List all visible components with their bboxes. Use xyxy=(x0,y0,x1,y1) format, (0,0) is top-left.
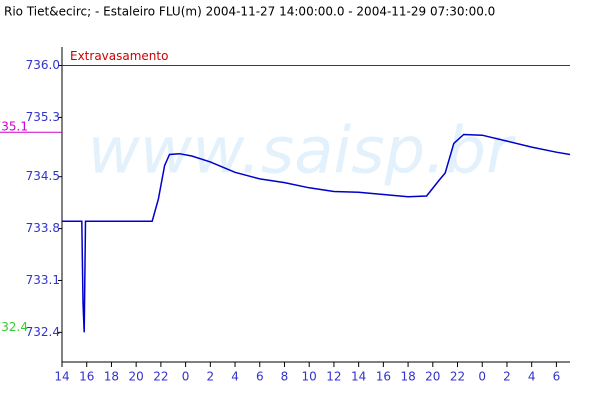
x-tick-label: 22 xyxy=(450,370,465,384)
y-tick-label: 733.1 xyxy=(26,273,60,287)
x-tick-label: 6 xyxy=(553,370,561,384)
x-tick-label: 16 xyxy=(376,370,391,384)
chart-title: Rio Tiet&ecirc; - Estaleiro FLU(m) 2004-… xyxy=(4,5,495,19)
x-tick-label: 18 xyxy=(104,370,119,384)
x-tick-label: 2 xyxy=(503,370,511,384)
x-tick-label: 0 xyxy=(478,370,486,384)
x-tick-label: 14 xyxy=(351,370,366,384)
min-label: 732.4 xyxy=(0,320,28,334)
y-tick-label: 735.3 xyxy=(26,110,60,124)
x-tick-label: 22 xyxy=(153,370,168,384)
y-tick-label: 736.0 xyxy=(26,58,60,72)
y-tick-label: 733.8 xyxy=(26,221,60,235)
x-tick-label: 20 xyxy=(425,370,440,384)
x-tick-label: 4 xyxy=(528,370,536,384)
x-tick-label: 16 xyxy=(79,370,94,384)
reference-label: Extravasamento xyxy=(70,49,168,63)
x-tick-label: 10 xyxy=(302,370,317,384)
x-tick-label: 18 xyxy=(400,370,415,384)
data-line xyxy=(62,133,571,333)
x-tick-label: 6 xyxy=(256,370,264,384)
x-tick-label: 0 xyxy=(182,370,190,384)
x-tick-label: 14 xyxy=(54,370,69,384)
x-tick-label: 12 xyxy=(326,370,341,384)
y-tick-label: 734.5 xyxy=(26,169,60,183)
max-label: 735.1 xyxy=(0,120,28,134)
y-tick-label: 732.4 xyxy=(26,325,60,339)
x-tick-label: 8 xyxy=(281,370,289,384)
x-tick-label: 2 xyxy=(207,370,215,384)
x-tick-label: 20 xyxy=(129,370,144,384)
watermark: www.saisp.br xyxy=(88,115,517,189)
x-tick-label: 4 xyxy=(231,370,239,384)
